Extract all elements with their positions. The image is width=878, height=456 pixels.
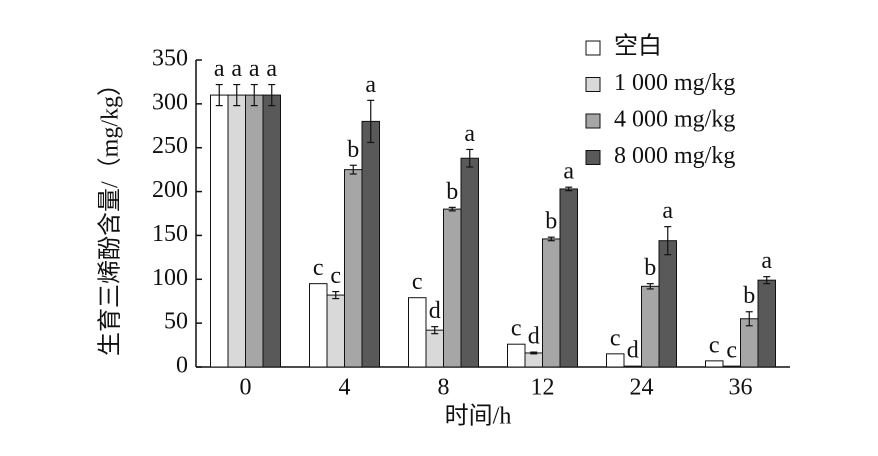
- significance-letter: b: [743, 283, 755, 309]
- significance-letter: c: [610, 325, 621, 351]
- y-tick-label: 50: [164, 309, 188, 335]
- x-tick-label: 8: [438, 375, 450, 401]
- error-bar: [349, 164, 357, 175]
- x-tick-label: 24: [630, 375, 654, 401]
- significance-letter: a: [266, 56, 277, 82]
- bar: [705, 360, 724, 368]
- y-tick-label: 250: [152, 133, 188, 159]
- significance-letter: b: [545, 209, 557, 235]
- error-bar: [745, 311, 753, 327]
- error-bar: [763, 276, 771, 285]
- bar: [210, 94, 229, 368]
- y-tick-label: 350: [152, 46, 188, 72]
- significance-letter: a: [761, 248, 772, 274]
- significance-letter: a: [662, 198, 673, 224]
- bar: [425, 329, 444, 368]
- error-bar: [466, 148, 474, 168]
- significance-letter: d: [627, 338, 639, 364]
- y-tick-label: 200: [152, 177, 188, 203]
- legend-label: 4 000 mg/kg: [614, 107, 735, 133]
- error-bar: [367, 99, 375, 144]
- legend-label: 1 000 mg/kg: [614, 70, 735, 96]
- bar: [460, 157, 479, 368]
- x-axis-title: 时间/h: [445, 403, 512, 430]
- x-tick-label: 36: [729, 375, 753, 401]
- bar: [641, 285, 660, 368]
- legend-swatch: [585, 150, 601, 165]
- bar: [757, 279, 776, 368]
- bar: [606, 353, 625, 368]
- error-bar: [530, 351, 538, 355]
- bar: [559, 188, 578, 368]
- y-tick-label: 150: [152, 221, 188, 247]
- error-bar: [547, 236, 555, 242]
- significance-letter: c: [726, 338, 737, 364]
- bar: [262, 94, 281, 368]
- error-bar: [233, 83, 241, 107]
- bar: [408, 297, 427, 368]
- significance-letter: d: [429, 298, 441, 324]
- legend-label: 8 000 mg/kg: [614, 143, 735, 169]
- significance-letter: a: [214, 56, 225, 82]
- significance-letter: c: [412, 269, 423, 295]
- y-tick-label: 300: [152, 89, 188, 115]
- legend-swatch: [585, 77, 601, 92]
- x-tick-label: 12: [531, 375, 555, 401]
- bar: [722, 365, 741, 368]
- bar: [361, 120, 380, 368]
- significance-letter: a: [231, 56, 242, 82]
- bar: [658, 240, 677, 368]
- significance-letter: b: [644, 255, 656, 281]
- significance-letter: c: [511, 316, 522, 342]
- significance-letter: b: [446, 179, 458, 205]
- significance-letter: a: [365, 72, 376, 98]
- significance-letter: a: [563, 159, 574, 185]
- x-tick-label: 4: [339, 375, 351, 401]
- significance-letter: b: [347, 137, 359, 163]
- error-bar: [332, 290, 340, 300]
- error-bar: [565, 186, 573, 192]
- error-bar: [268, 83, 276, 107]
- bar: [344, 169, 363, 368]
- error-bar: [215, 83, 223, 107]
- significance-letter: d: [528, 324, 540, 350]
- x-tick-label: 0: [240, 375, 252, 401]
- bar: [623, 365, 642, 368]
- bar: [245, 94, 264, 368]
- legend-label: 空白: [614, 33, 662, 60]
- error-bar: [448, 206, 456, 212]
- significance-letter: c: [709, 332, 720, 358]
- legend-swatch: [585, 40, 601, 56]
- y-axis-title: 生育三烯酚含量/（mg/kg）: [97, 72, 124, 356]
- bar: [326, 294, 345, 368]
- y-tick-label: 100: [152, 265, 188, 291]
- error-bar: [646, 283, 654, 290]
- significance-letter: c: [313, 255, 324, 281]
- error-bar: [664, 226, 672, 256]
- y-tick-label: 0: [176, 353, 188, 379]
- significance-letter: c: [330, 263, 341, 289]
- legend-swatch: [585, 113, 601, 129]
- bar: [443, 208, 462, 368]
- bar: [542, 238, 561, 368]
- bar: [309, 283, 328, 368]
- significance-letter: a: [464, 121, 475, 147]
- bar: [227, 94, 246, 368]
- bar: [507, 343, 526, 368]
- bar: [524, 352, 543, 368]
- significance-letter: a: [249, 56, 260, 82]
- error-bar: [250, 83, 258, 107]
- error-bar: [431, 326, 439, 335]
